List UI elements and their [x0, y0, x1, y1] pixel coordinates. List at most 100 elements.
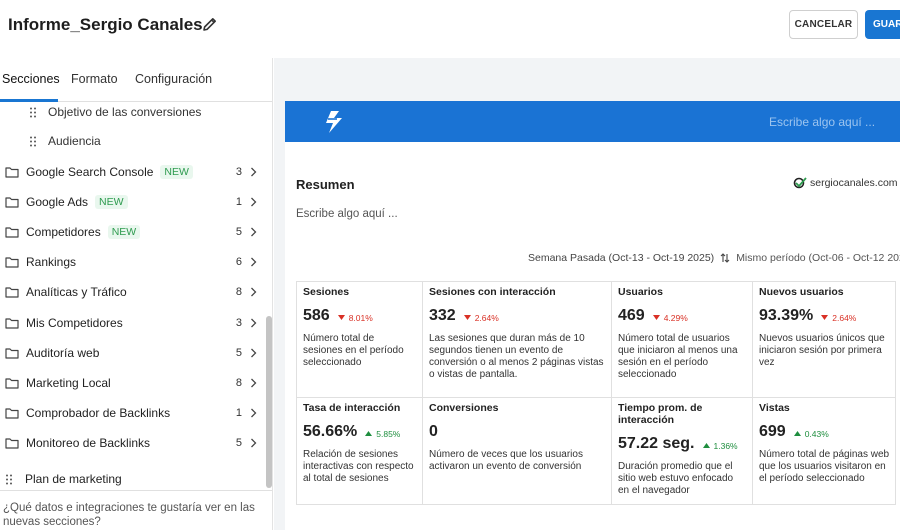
metric-card[interactable]: Usuarios 469 4.29% Número total de usuarios… — [612, 282, 753, 398]
folder-icon — [5, 317, 19, 329]
metric-value: 469 — [618, 307, 645, 324]
metric-card[interactable]: Conversiones 0 Número de veces que los usu… — [423, 398, 612, 505]
metric-delta: 2.64% — [821, 313, 856, 323]
sidebar-subitem-audiencia[interactable]: Audiencia — [29, 134, 101, 148]
sidebar-scrollbar[interactable] — [266, 316, 272, 488]
metric-description: Nuevos usuarios únicos que iniciaron ses… — [759, 333, 885, 368]
brand-mark-icon — [793, 177, 807, 189]
sidebar-folder[interactable]: Analíticas y Tráfico 8 — [5, 282, 260, 302]
metric-label: Tasa de interacción — [303, 402, 401, 414]
metric-value-row: 469 4.29% — [618, 307, 746, 325]
drag-handle-icon[interactable] — [29, 136, 37, 147]
metric-delta: 5.85% — [365, 429, 400, 439]
cancel-button[interactable]: CANCELAR — [789, 10, 858, 39]
metric-value-row: 699 0.43% — [759, 423, 890, 441]
metric-value-row: 56.66% 5.85% — [303, 423, 416, 441]
drag-handle-icon[interactable] — [5, 474, 13, 485]
metric-delta: 8.01% — [337, 313, 373, 323]
metric-label: Sesiones con interacción — [429, 286, 556, 298]
period-compare: Mismo período (Oct-06 - Oct-12 2025) — [736, 252, 900, 264]
sidebar-folder-label: Mis Competidores — [26, 315, 123, 330]
metric-value: 699 — [759, 423, 786, 440]
folder-count: 8 — [235, 376, 242, 389]
sidebar-subitem-label: Audiencia — [48, 134, 101, 148]
metric-value-row: 93.39% 2.64% — [759, 307, 890, 325]
metric-description: Las sesiones que duran más de 10 segundo… — [429, 333, 604, 380]
metric-label: Tiempo prom. de interacción — [618, 402, 703, 426]
metrics-grid: Sesiones 586 8.01% Número total de sesiones… — [296, 281, 896, 505]
folder-icon — [5, 287, 19, 298]
chevron-right-icon[interactable] — [250, 287, 257, 297]
metric-description: Número total de páginas web que los usua… — [759, 449, 890, 484]
metric-card[interactable]: Nuevos usuarios 93.39% 2.64% Nuevos usuario… — [753, 282, 896, 398]
metric-description: Relación de sesiones interactivas con re… — [303, 449, 414, 484]
chevron-right-icon[interactable] — [250, 227, 257, 237]
metric-delta-value: 4.29% — [663, 312, 688, 323]
brand-logo: sergiocanales.com — [793, 177, 898, 189]
swap-arrows-icon — [720, 253, 730, 263]
sidebar-folder[interactable]: Marketing Local 8 — [5, 373, 260, 393]
folder-count: 5 — [235, 226, 242, 239]
metric-value: 57.22 seg. — [618, 435, 695, 452]
sidebar-item-plan-de-marketing[interactable]: Plan de marketing — [5, 472, 122, 486]
metric-delta-value: 2.64% — [832, 312, 857, 323]
triangle-down-icon — [652, 315, 660, 320]
chevron-right-icon[interactable] — [250, 408, 257, 418]
sidebar-folder-label: Analíticas y Tráfico — [26, 285, 127, 300]
metric-delta-value: 5.85% — [376, 428, 401, 439]
chevron-right-icon[interactable] — [250, 378, 257, 388]
folder-count: 3 — [235, 166, 242, 178]
metric-delta: 0.43% — [793, 429, 829, 439]
sidebar-tabs: Secciones Formato Configuración — [0, 58, 272, 102]
section-text-input[interactable]: Escribe algo aquí ... — [296, 208, 398, 220]
chevron-right-icon[interactable] — [250, 197, 257, 207]
folder-count: 6 — [235, 256, 242, 269]
tab-configuracion[interactable]: Configuración — [135, 72, 213, 86]
chevron-right-icon[interactable] — [250, 438, 257, 448]
sidebar-subitem-objetivo[interactable]: Objetivo de las conversiones — [29, 105, 201, 119]
lightning-logo-icon — [326, 111, 342, 133]
metric-value: 93.39% — [759, 307, 814, 324]
save-button[interactable]: GUARDAR — [865, 10, 900, 39]
period-selector[interactable]: Semana Pasada (Oct-13 - Oct-19 2025) Mis… — [528, 252, 900, 264]
metric-card[interactable]: Sesiones 586 8.01% Número total de sesiones… — [297, 282, 423, 398]
metric-value: 56.66% — [303, 423, 358, 440]
sidebar-folder[interactable]: Google Search Console NEW 3 — [5, 162, 260, 182]
chevron-right-icon[interactable] — [250, 167, 257, 177]
sidebar-folder-label: Google Search Console — [26, 165, 154, 179]
tab-formato[interactable]: Formato — [71, 72, 118, 86]
pencil-icon[interactable] — [202, 16, 218, 32]
triangle-down-icon — [463, 315, 471, 320]
metric-card[interactable]: Tiempo prom. de interacción 57.22 seg. 1.3… — [612, 398, 753, 505]
metric-card[interactable]: Vistas 699 0.43% Número total de páginas we… — [753, 398, 896, 505]
metric-value: 586 — [303, 307, 330, 324]
chevron-right-icon[interactable] — [250, 257, 257, 267]
chevron-right-icon[interactable] — [250, 318, 257, 328]
sidebar-folder[interactable]: Rankings 6 — [5, 252, 260, 272]
metric-card[interactable]: Tasa de interacción 56.66% 5.85% Relación d… — [297, 398, 423, 505]
sidebar-folder-label: Comprobador de Backlinks — [26, 405, 171, 420]
chevron-right-icon[interactable] — [250, 348, 257, 358]
header-text-input[interactable]: Escribe algo aquí ... — [769, 115, 876, 129]
triangle-up-icon — [365, 431, 373, 436]
tab-secciones[interactable]: Secciones — [2, 72, 60, 86]
sidebar-folder-label: Marketing Local — [26, 375, 111, 390]
folder-icon — [5, 257, 19, 268]
metric-card[interactable]: Sesiones con interacción 332 2.64% Las sesi… — [423, 282, 612, 398]
metric-value-row: 57.22 seg. 1.36% — [618, 435, 746, 453]
metric-value-row: 332 2.64% — [429, 307, 605, 325]
folder-count: 8 — [235, 286, 242, 299]
triangle-down-icon — [337, 315, 345, 320]
period-current: Semana Pasada (Oct-13 - Oct-19 2025) — [528, 252, 715, 264]
sidebar-folder[interactable]: Auditoría web 5 — [5, 343, 260, 363]
sidebar-folder[interactable]: Monitoreo de Backlinks 5 — [5, 433, 260, 453]
sidebar-folder[interactable]: Competidores NEW 5 — [5, 222, 260, 242]
folder-count: 1 — [235, 196, 242, 209]
metric-label: Conversiones — [429, 402, 499, 414]
sidebar-feedback-prompt[interactable]: ¿Qué datos e integraciones te gustaría v… — [0, 490, 272, 530]
metric-description: Número total de usuarios que iniciaron a… — [618, 333, 738, 380]
drag-handle-icon[interactable] — [29, 107, 37, 118]
sidebar-folder[interactable]: Mis Competidores 3 — [5, 313, 260, 333]
sidebar-folder[interactable]: Comprobador de Backlinks 1 — [5, 403, 260, 423]
sidebar-folder[interactable]: Google Ads NEW 1 — [5, 192, 260, 212]
